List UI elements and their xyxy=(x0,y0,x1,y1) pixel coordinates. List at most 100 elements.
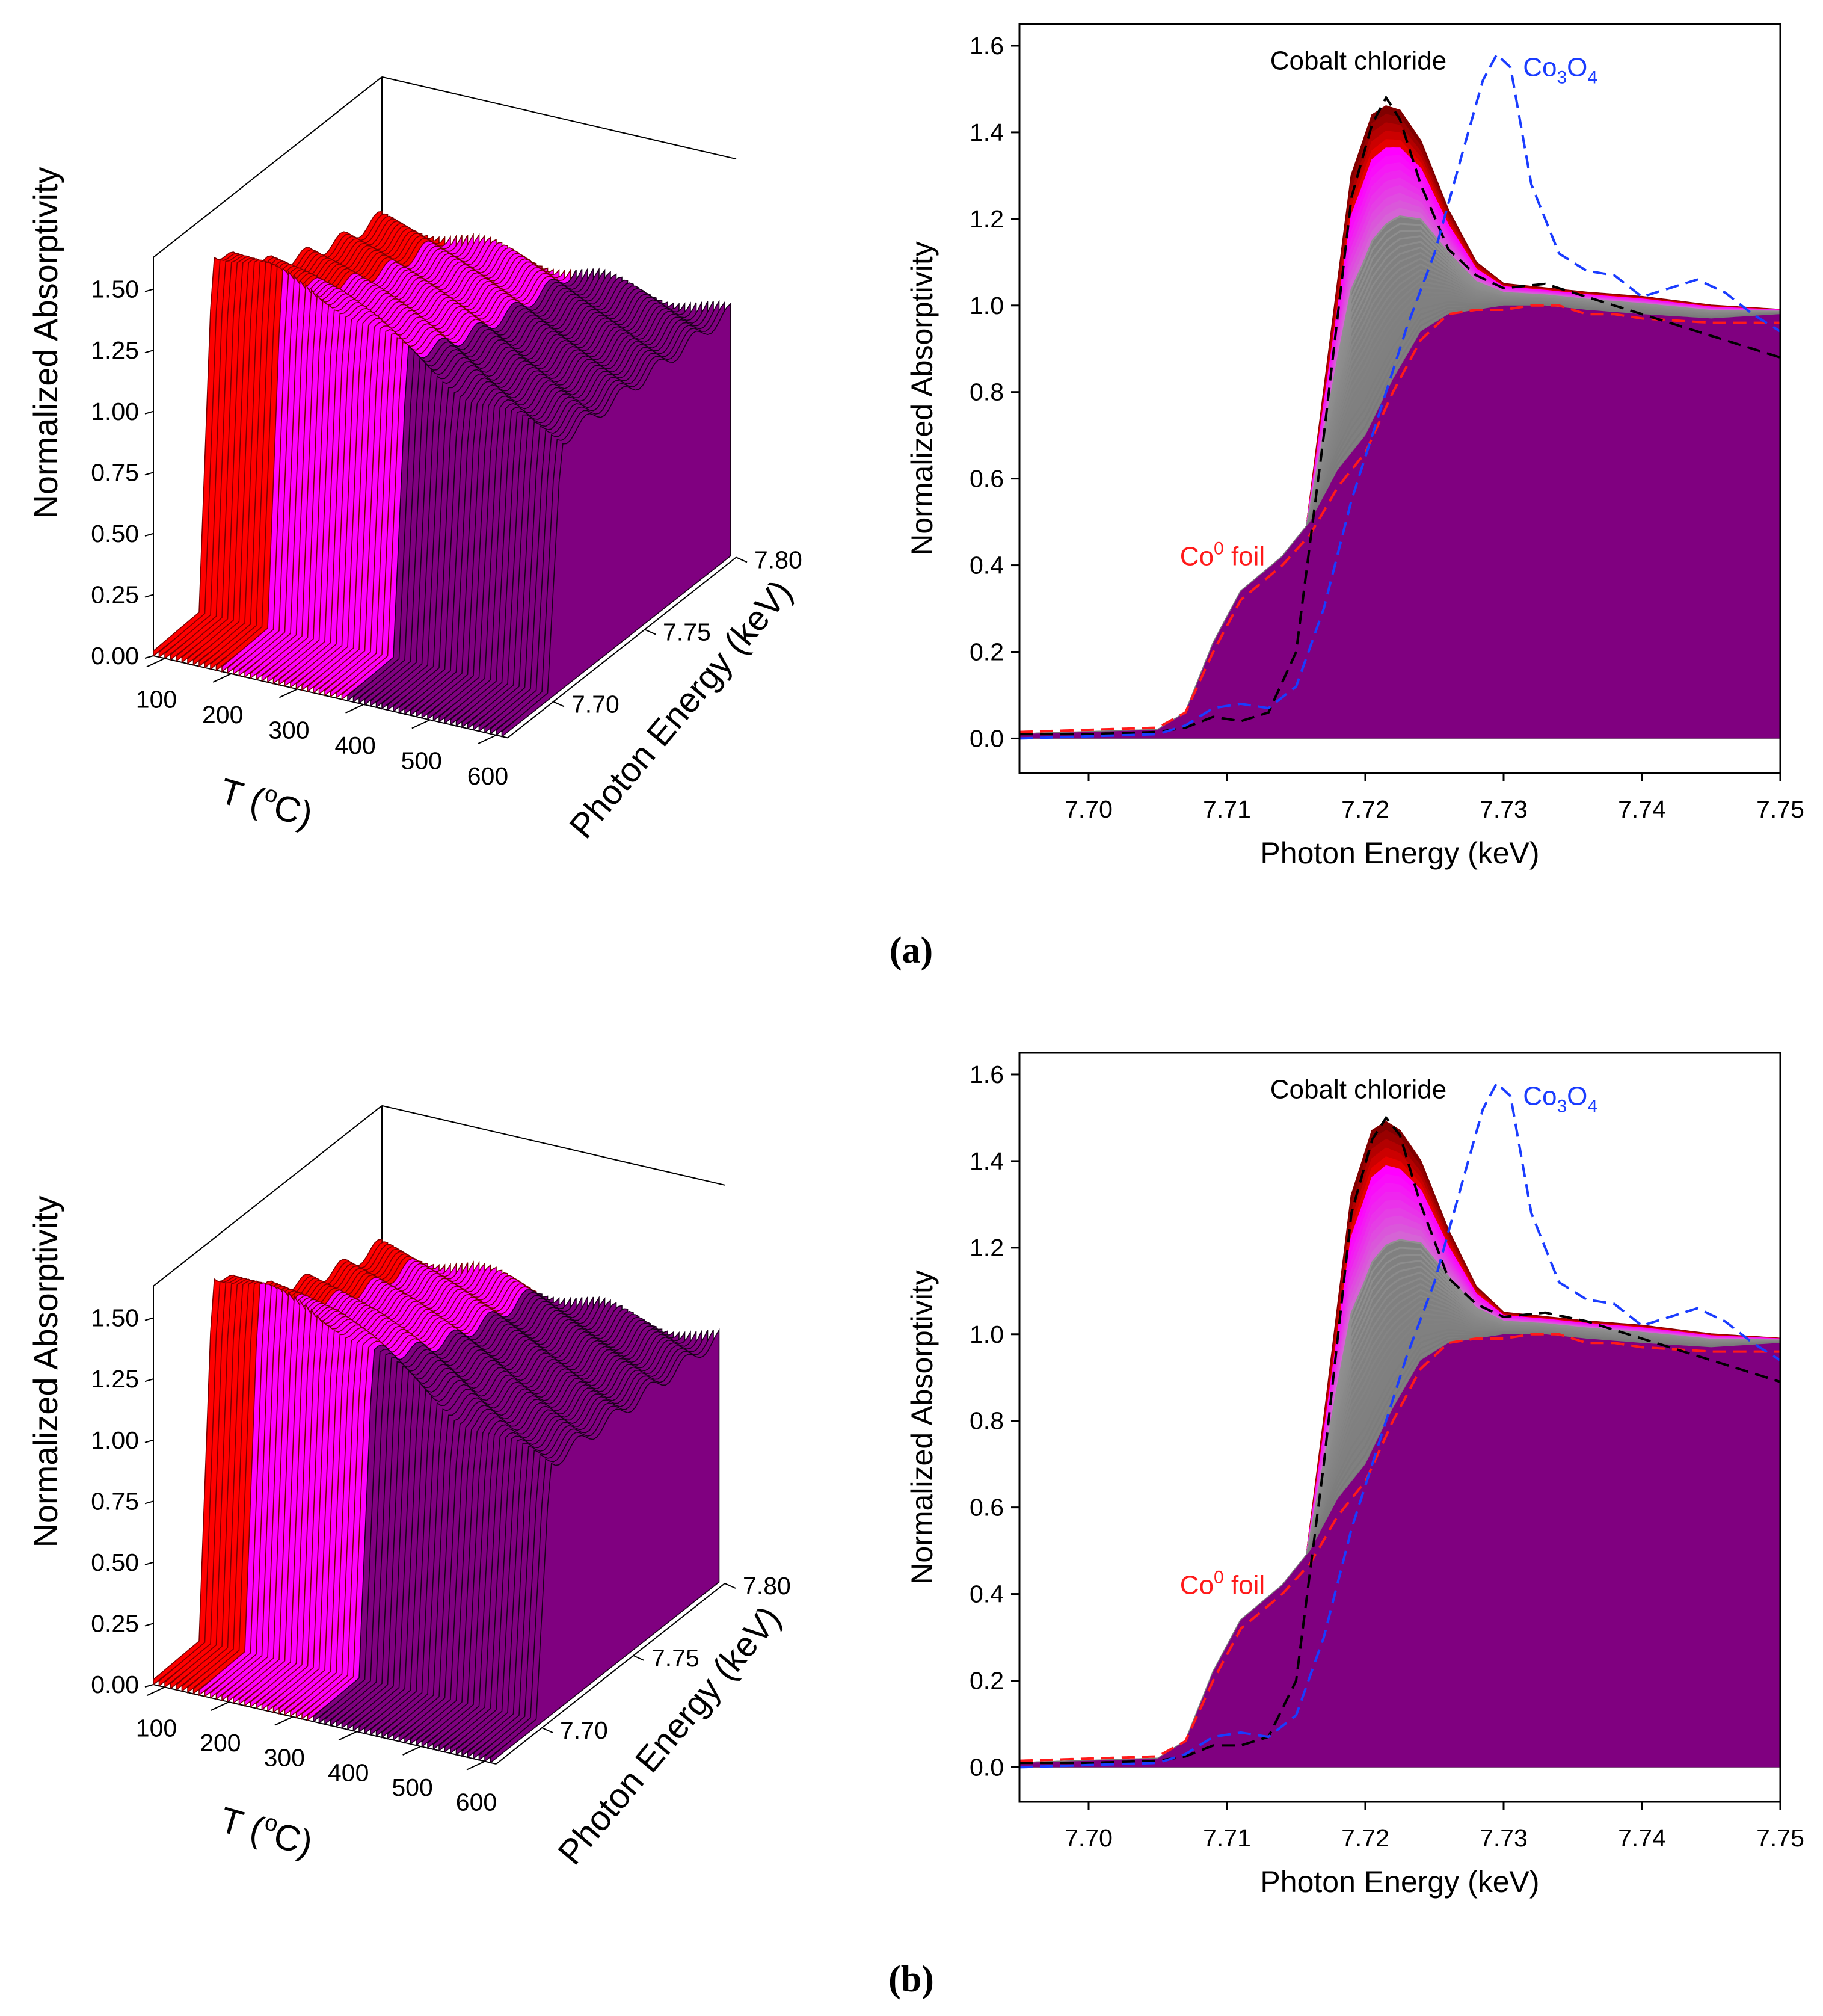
x-axis-label: Photon Energy (keV) xyxy=(1260,836,1539,870)
y-tick-label: 0.4 xyxy=(970,1580,1004,1608)
z-tick-label: 0.50 xyxy=(91,1549,139,1576)
z-tick-label: 0.25 xyxy=(91,1609,139,1637)
t-tick xyxy=(212,673,232,683)
annotation-part: 3 xyxy=(1557,1096,1567,1116)
z-tick-label: 0.00 xyxy=(91,642,139,670)
z-tick-label: 1.25 xyxy=(91,336,139,364)
t-tick-label: 200 xyxy=(200,1729,241,1757)
x-tick-label: 7.75 xyxy=(1756,1824,1804,1852)
t-tick xyxy=(338,1731,357,1741)
annotation-part: Co xyxy=(1180,1571,1214,1600)
z-axis-label: Normalized Absorptivity xyxy=(26,1195,64,1547)
z-tick-label: 1.50 xyxy=(91,1304,139,1332)
t-tick xyxy=(345,704,364,714)
z-tick-label: 0.75 xyxy=(91,458,139,486)
plot-area xyxy=(1019,52,1780,740)
t-tick xyxy=(466,1760,485,1771)
annotation-part: foil xyxy=(1224,1571,1265,1600)
z-tick-label: 1.50 xyxy=(91,276,139,303)
series-cobalt-chloride xyxy=(1019,95,1780,736)
x-tick-label: 7.73 xyxy=(1480,795,1528,823)
z-tick xyxy=(144,350,154,354)
t-tick-label: 600 xyxy=(467,762,508,790)
box-edge xyxy=(381,1105,725,1186)
series-co3o4 xyxy=(1019,1081,1780,1769)
y-tick-label: 1.4 xyxy=(970,1147,1004,1175)
y-tick-label: 0.8 xyxy=(970,1407,1004,1435)
waterfall-spectrum-59 xyxy=(490,1328,720,1764)
t-tick-label: 400 xyxy=(334,732,375,759)
plot-frame xyxy=(1018,1052,1781,1803)
annotation-part: 4 xyxy=(1587,67,1597,87)
z-tick xyxy=(144,1378,154,1383)
series-co-foil xyxy=(1019,304,1780,733)
z-tick xyxy=(144,1500,154,1505)
t-tick xyxy=(146,658,165,668)
t-tick-label: 300 xyxy=(264,1744,305,1772)
y-tick-label: 0.2 xyxy=(970,638,1004,665)
x-tick-label: 7.70 xyxy=(1065,795,1113,823)
t-tick-label: 500 xyxy=(401,747,442,774)
energy-tick xyxy=(633,1655,645,1661)
z-tick xyxy=(144,532,154,537)
y-tick-label: 0.6 xyxy=(970,1494,1004,1521)
t-tick xyxy=(146,1686,165,1697)
annotation-co3o4: Co3O4 xyxy=(1523,52,1597,87)
series-co3o4 xyxy=(1019,52,1780,740)
energy-tick xyxy=(553,701,565,707)
box-edge xyxy=(153,1105,383,1287)
annotation-co3o4: Co3O4 xyxy=(1523,1081,1597,1116)
annotation-part: O xyxy=(1567,1081,1587,1111)
z-tick xyxy=(144,594,154,598)
t-tick xyxy=(274,1716,294,1726)
energy-tick xyxy=(644,629,656,635)
x-tick-label: 7.74 xyxy=(1618,795,1666,823)
box-edge xyxy=(153,76,383,258)
x-tick-label: 7.71 xyxy=(1203,795,1251,823)
y-tick-label: 0.6 xyxy=(970,465,1004,493)
series-cobalt-chloride xyxy=(1019,1115,1780,1765)
y-tick-label: 1.0 xyxy=(970,1321,1004,1348)
z-tick-label: 0.00 xyxy=(91,1671,139,1698)
y-tick-label: 1.2 xyxy=(970,205,1004,233)
z-tick xyxy=(144,410,154,415)
t-tick xyxy=(411,719,431,729)
y-tick-label: 0.0 xyxy=(970,1753,1004,1781)
energy-axis-line xyxy=(507,556,737,739)
y-axis-label: Normalized Absorptivity xyxy=(905,1270,939,1584)
x-tick-label: 7.70 xyxy=(1065,1824,1113,1852)
t-tick-label: 500 xyxy=(392,1774,432,1801)
t-tick-label: 600 xyxy=(456,1789,497,1816)
z-tick xyxy=(144,288,154,292)
annotation-part: O xyxy=(1567,52,1587,82)
t-tick xyxy=(478,735,497,744)
t-tick xyxy=(278,688,298,698)
x-axis-label: Photon Energy (keV) xyxy=(1260,1865,1539,1899)
x-tick-label: 7.73 xyxy=(1480,1824,1528,1852)
plot-area xyxy=(1019,1081,1780,1769)
y-tick-label: 0.2 xyxy=(970,1666,1004,1694)
y-tick-label: 0.8 xyxy=(970,378,1004,406)
z-tick xyxy=(144,1561,154,1565)
y-tick-label: 1.6 xyxy=(970,1061,1004,1088)
z-tick-label: 1.25 xyxy=(91,1365,139,1393)
spectrum-final-fill xyxy=(1019,305,1780,739)
z-tick-label: 1.00 xyxy=(91,398,139,425)
energy-tick-label: 7.80 xyxy=(754,546,802,573)
x-tick-label: 7.74 xyxy=(1618,1824,1666,1852)
annotation-co-foil: Co0 foil xyxy=(1180,539,1265,572)
energy-tick-label: 7.70 xyxy=(571,690,619,718)
z-tick xyxy=(144,472,154,476)
annotation-part: foil xyxy=(1224,542,1265,572)
y-tick-label: 1.6 xyxy=(970,32,1004,60)
x-tick-label: 7.71 xyxy=(1203,1824,1251,1852)
t-tick-label: 400 xyxy=(328,1759,369,1786)
annotation-part: 4 xyxy=(1587,1096,1597,1116)
y-tick-label: 1.4 xyxy=(970,119,1004,146)
y-tick-label: 0.4 xyxy=(970,552,1004,579)
energy-axis-line xyxy=(496,1583,725,1765)
plot-frame xyxy=(1018,23,1781,774)
annotation-cobalt-chloride: Cobalt chloride xyxy=(1270,46,1447,76)
